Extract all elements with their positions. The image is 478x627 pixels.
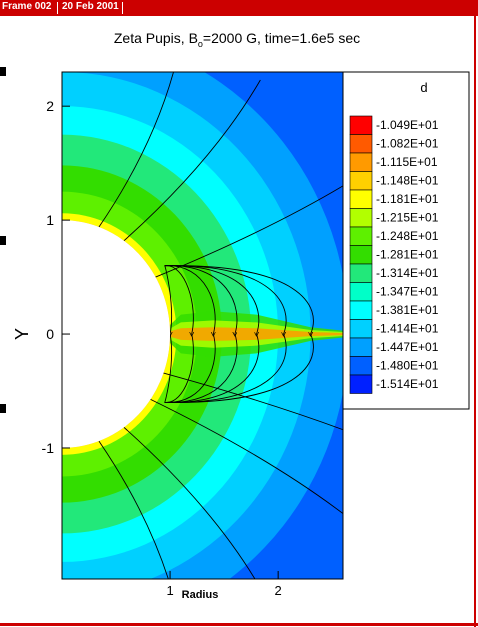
legend-label: -1.281E+01 (376, 248, 439, 262)
axes: 1 2 2 1 0 -1 (42, 98, 282, 598)
closed-field-line (164, 265, 194, 403)
legend-label: -1.181E+01 (376, 192, 439, 206)
legend-label: -1.082E+01 (376, 137, 439, 151)
closed-field-line (164, 265, 260, 403)
title-prefix: Zeta Pupis, B (114, 30, 198, 46)
legend-swatch (349, 245, 373, 265)
closed-field-line (164, 265, 314, 403)
legend-swatch (349, 189, 373, 209)
legend-swatch (349, 115, 373, 135)
open-field-line (123, 427, 256, 579)
y-tick-label: 2 (46, 98, 54, 114)
open-field-line (155, 185, 343, 278)
star (62, 220, 171, 448)
frame-tab-label[interactable]: Frame 002 (2, 1, 52, 12)
legend-label: -1.447E+01 (376, 340, 439, 354)
legend-swatch (349, 282, 373, 302)
open-field-line (98, 72, 174, 228)
y-tick-label: -1 (42, 440, 55, 456)
legend-label: -1.248E+01 (376, 229, 439, 243)
legend-label: -1.314E+01 (376, 266, 439, 280)
y-tick-label: 0 (46, 326, 54, 342)
legend-label: -1.049E+01 (376, 118, 439, 132)
legend-swatch (349, 337, 373, 357)
closed-field-line (164, 265, 238, 403)
legend-label: -1.414E+01 (376, 322, 439, 336)
y-tick-label: 1 (46, 212, 54, 228)
tab-separator (57, 2, 58, 14)
legend-label: -1.480E+01 (376, 359, 439, 373)
closed-field-line (164, 265, 172, 403)
legend-swatch (349, 152, 373, 172)
legend-swatch (349, 263, 373, 283)
open-field-line (150, 398, 343, 515)
legend-swatch (349, 226, 373, 246)
legend-label: -1.347E+01 (376, 285, 439, 299)
frame-title-bar: Frame 002 20 Feb 2001 (0, 0, 478, 16)
legend-swatch (349, 319, 373, 339)
density-plot: 1 2 2 1 0 -1 Zeta Pupis, Bo=2000 G, time=1.6e… (12, 30, 470, 601)
field-lines (98, 72, 343, 579)
frame-handle[interactable] (0, 404, 6, 413)
legend-label: -1.514E+01 (376, 377, 439, 391)
legend-swatch (349, 171, 373, 191)
closed-field-line (164, 265, 287, 403)
frame-handle[interactable] (0, 236, 6, 245)
legend-label: -1.215E+01 (376, 211, 439, 225)
open-field-line (98, 440, 169, 579)
legend-swatch (349, 208, 373, 228)
frame-date-label: 20 Feb 2001 (62, 1, 119, 12)
closed-field-line (164, 265, 216, 403)
frame-right-border (474, 16, 476, 627)
legend-title: d (420, 80, 427, 95)
legend-swatch (349, 374, 373, 394)
chart-title: Zeta Pupis, Bo=2000 G, time=1.6e5 sec (114, 30, 360, 49)
frame-handle[interactable] (0, 67, 6, 76)
legend-label: -1.115E+01 (376, 155, 438, 169)
x-tick-label: 2 (275, 583, 282, 598)
legend-swatch (349, 356, 373, 376)
legend-swatch (349, 134, 373, 154)
legend-label: -1.148E+01 (376, 174, 439, 188)
star-disk (62, 220, 171, 448)
legend-swatch (349, 300, 373, 320)
x-axis-label: Radius (182, 589, 219, 601)
open-field-line (123, 79, 261, 242)
legend: d -1.049E+01 -1.082E+01 -1.115E+01 -1.148E+… (342, 71, 470, 410)
y-axis-label: Y (12, 328, 32, 340)
x-tick-label: 1 (166, 583, 173, 598)
tab-separator (122, 2, 123, 14)
open-field-line (163, 372, 343, 431)
legend-label: -1.381E+01 (376, 303, 439, 317)
frame-bottom-border (0, 623, 478, 626)
title-suffix: =2000 G, time=1.6e5 sec (203, 30, 360, 46)
title-subscript: o (198, 39, 203, 49)
